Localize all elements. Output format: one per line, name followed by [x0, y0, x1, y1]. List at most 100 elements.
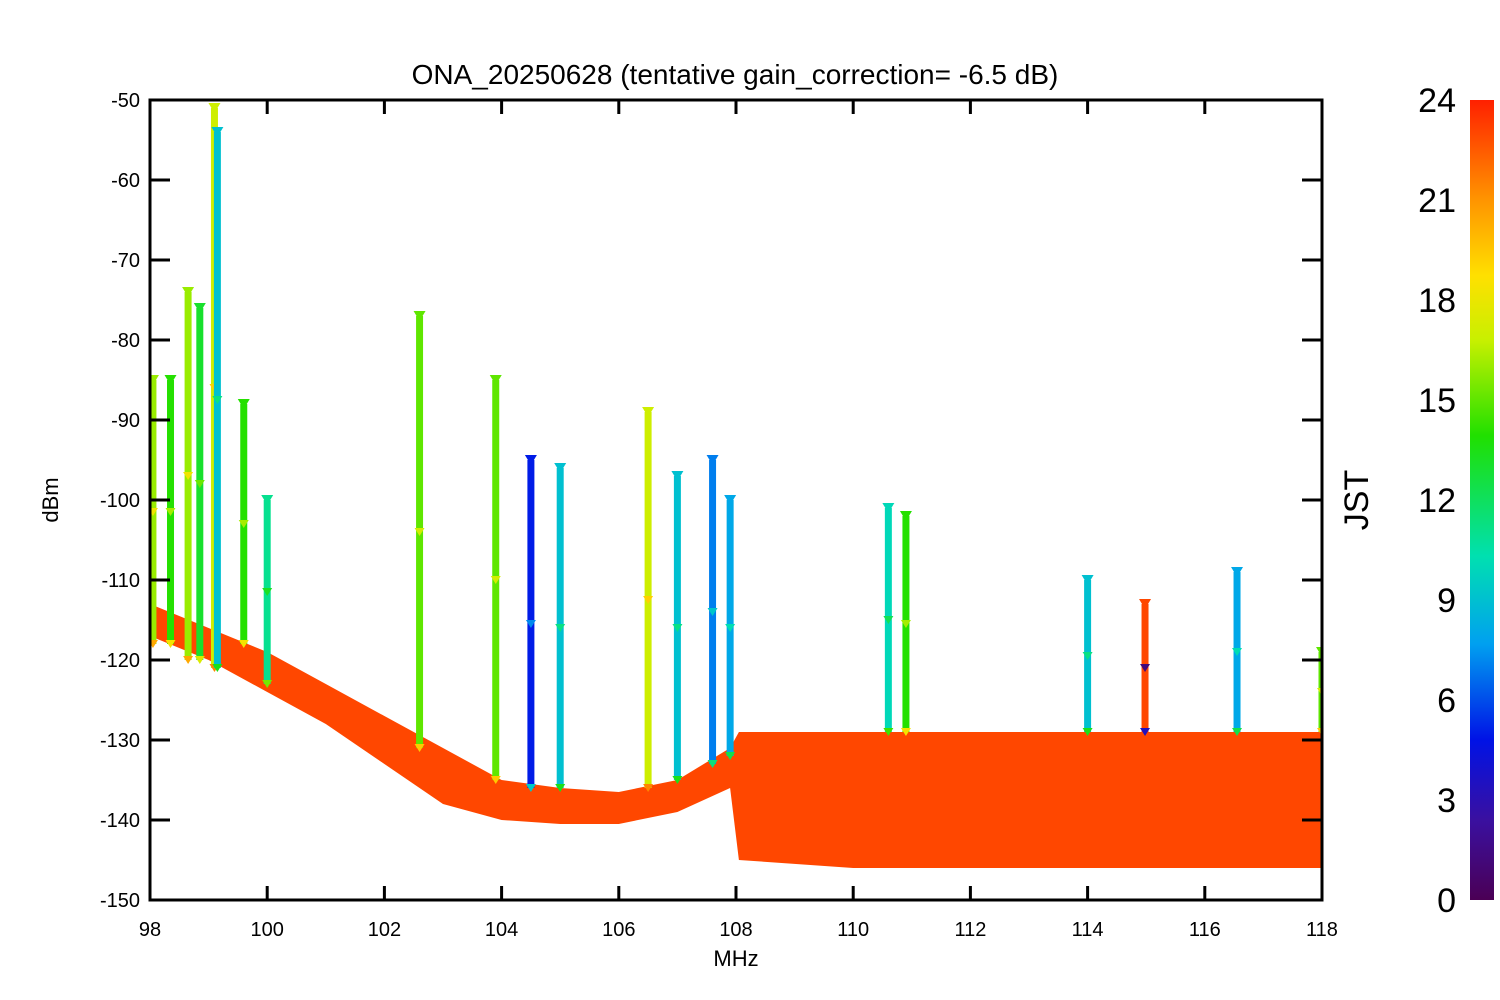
colorbar-ticks: 0 3 6 9 12 15 18 21 24: [1418, 82, 1456, 920]
y-axis: -50 -60 -70 -80 -90 -100 -110 -120 -130 -140 -150: [100, 90, 1322, 912]
spike-marker: [262, 680, 273, 688]
spike-marker: [643, 784, 654, 792]
spike-marker: [643, 596, 654, 604]
y-tick-label: -130: [100, 730, 140, 752]
y-tick-label: -100: [100, 490, 140, 512]
x-axis-label: MHz: [713, 946, 758, 971]
y-tick-label: -110: [101, 570, 140, 592]
spike-series: [882, 503, 895, 736]
x-tick-label: 108: [719, 919, 752, 941]
spike-peak-marker: [237, 399, 250, 409]
spike-marker: [212, 396, 223, 404]
spike-marker: [165, 508, 176, 516]
spike-series: [211, 127, 224, 672]
spike-peak-marker: [150, 375, 159, 385]
spike-marker: [490, 576, 501, 584]
spike-marker: [1140, 728, 1151, 736]
y-tick-label: -80: [111, 330, 140, 352]
spike-marker: [238, 640, 249, 648]
x-tick-label: 100: [251, 919, 284, 941]
spike-marker: [150, 508, 158, 516]
y-tick-label: -150: [100, 890, 140, 912]
colorbar-tick-label: 0: [1437, 882, 1456, 920]
spike-series: [1231, 567, 1244, 736]
spike-series: [193, 303, 206, 664]
colorbar-label: JST: [1338, 470, 1376, 530]
spike-marker: [414, 744, 425, 752]
colorbar-tick-label: 3: [1437, 782, 1456, 820]
x-tick-label: 106: [602, 919, 635, 941]
spike-series: [164, 375, 177, 648]
spike-series: [1139, 599, 1152, 736]
colorbar-tick-label: 6: [1437, 682, 1456, 720]
x-axis: 98 100 102 104 106 108 110 112 114 116 118: [139, 100, 1338, 941]
spike-series: [150, 375, 159, 648]
x-tick-label: 102: [368, 919, 401, 941]
spike-marker: [238, 520, 249, 528]
spike-marker: [1140, 664, 1151, 672]
data-marks: [150, 103, 1322, 868]
colorbar-tick-label: 12: [1418, 482, 1456, 520]
spike-peak-marker: [211, 127, 224, 137]
spike-series: [524, 455, 537, 792]
spike-marker: [1082, 652, 1093, 660]
spike-marker: [183, 472, 194, 480]
spike-series: [554, 463, 567, 792]
x-tick-label: 118: [1306, 919, 1338, 941]
spike-peak-marker: [261, 495, 274, 505]
spike-marker: [262, 588, 273, 596]
spike-peak-marker: [899, 511, 912, 521]
spike-marker: [900, 620, 911, 628]
spike-marker: [725, 752, 736, 760]
spike-peak-marker: [208, 103, 221, 113]
colorbar-tick-label: 9: [1437, 582, 1456, 620]
spike-marker: [165, 640, 176, 648]
spike-peak-marker: [413, 311, 426, 321]
spike-marker: [883, 728, 894, 736]
spike-peak-marker: [671, 471, 684, 481]
x-tick-label: 116: [1189, 919, 1221, 941]
y-tick-label: -140: [100, 810, 140, 832]
y-tick-label: -120: [100, 650, 140, 672]
spike-peak-marker: [1231, 567, 1244, 577]
colorbar: [1470, 100, 1494, 900]
spike-series: [489, 375, 502, 784]
x-tick-label: 114: [1072, 919, 1104, 941]
x-tick-label: 110: [837, 919, 869, 941]
noise-floor-band: [150, 604, 1322, 868]
spike-series: [671, 471, 684, 784]
spike-marker: [725, 624, 736, 632]
spike-series: [724, 495, 737, 760]
x-tick-label: 98: [139, 919, 161, 941]
y-tick-label: -70: [111, 250, 140, 272]
spike-peak-marker: [164, 375, 177, 385]
spike-marker: [1082, 728, 1093, 736]
spike-marker: [707, 608, 718, 616]
colorbar-tick-label: 24: [1418, 82, 1456, 120]
spike-peak-marker: [1081, 575, 1094, 585]
spike-marker: [414, 528, 425, 536]
spike-series: [261, 495, 274, 688]
spike-series: [413, 311, 426, 752]
spike-peak-marker: [182, 287, 195, 297]
spike-marker: [900, 728, 911, 736]
chart-title: ONA_20250628 (tentative gain_correction=…: [412, 59, 1059, 90]
spike-marker: [707, 760, 718, 768]
spike-series: [642, 407, 655, 792]
spike-peak-marker: [193, 303, 206, 313]
spike-marker: [672, 776, 683, 784]
spike-marker: [150, 640, 158, 648]
spike-peak-marker: [489, 375, 502, 385]
spike-peak-marker: [642, 407, 655, 417]
y-tick-label: -50: [111, 90, 140, 112]
colorbar-tick-label: 15: [1418, 382, 1456, 420]
spike-peak-marker: [724, 495, 737, 505]
colorbar-tick-label: 18: [1418, 282, 1456, 320]
x-tick-label: 112: [954, 919, 986, 941]
spike-marker: [1232, 728, 1243, 736]
spike-marker: [1232, 648, 1243, 656]
spike-marker: [883, 616, 894, 624]
spike-peak-marker: [524, 455, 537, 465]
spike-marker: [525, 784, 536, 792]
